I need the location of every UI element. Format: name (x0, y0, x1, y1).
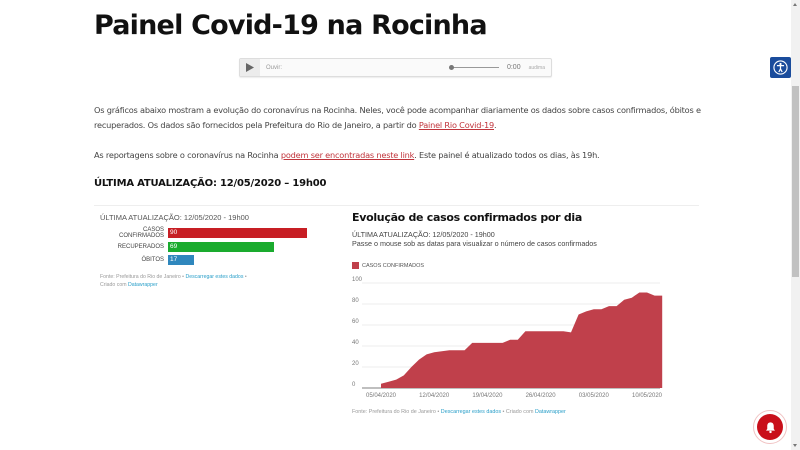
confirmed-cases-area[interactable] (381, 292, 663, 388)
bar-obitos: 17 (168, 255, 194, 265)
y-tick-label: 80 (352, 298, 359, 304)
datawrapper-link[interactable]: Datawrapper (127, 282, 158, 288)
y-tick-label: 0 (352, 382, 356, 388)
bar-chart-source: Fonte: Prefeitura do Rio de Janeiro • De… (100, 273, 330, 289)
last-update-heading: ÚLTIMA ATUALIZAÇÃO: 12/05/2020 – 19h00 (94, 178, 327, 189)
bar-label: CASOS CONFIRMADOS (119, 227, 164, 239)
y-tick-label: 40 (352, 340, 359, 346)
page-scrollbar[interactable] (791, 0, 800, 450)
intro-end: . (494, 120, 497, 130)
play-icon (246, 63, 254, 72)
play-button[interactable] (240, 59, 260, 76)
y-tick-label: 100 (352, 277, 363, 283)
x-tick-label[interactable]: 19/04/2020 (472, 393, 503, 399)
reports-link[interactable]: podem ser encontradas neste link (280, 150, 415, 160)
y-tick-label: 20 (352, 361, 359, 367)
intro-text: Os gráficos abaixo mostram a evolução do… (94, 105, 701, 130)
x-tick-label[interactable]: 12/04/2020 (419, 393, 450, 399)
area-chart-header: Evolução de casos confirmados por dia ÚL… (352, 211, 672, 248)
scrollbar-thumb[interactable] (792, 86, 799, 277)
x-tick-label[interactable]: 05/04/2020 (366, 393, 397, 399)
audio-brand[interactable]: audima (528, 64, 545, 71)
summary-bar-chart: ÚLTIMA ATUALIZAÇÃO: 12/05/2020 - 19h00 C… (100, 213, 330, 289)
legend-label: CASOS CONFIRMADOS (362, 262, 425, 269)
bar-confirmados: 90 (168, 228, 307, 238)
area-chart[interactable]: 0 20 40 60 80 100 05/04/2020 12/04/2020 19/04/20… (340, 275, 670, 405)
notifications-button[interactable] (753, 410, 787, 444)
download-data-link[interactable]: Descarregar estes dados (440, 409, 502, 415)
area-chart-source: Fonte: Prefeitura do Rio de Janeiro • De… (352, 409, 566, 415)
source-text: Fonte: Prefeitura do Rio de Janeiro • (352, 409, 441, 415)
divider (94, 205, 699, 206)
datawrapper-link[interactable]: Datawrapper (534, 409, 566, 415)
area-chart-legend: CASOS CONFIRMADOS (352, 262, 424, 269)
area-chart-subtitle: ÚLTIMA ATUALIZAÇÃO: 12/05/2020 - 19h00 P… (352, 230, 672, 248)
audio-progress-slider[interactable] (448, 65, 499, 70)
x-tick-label[interactable]: 03/05/2020 (579, 393, 610, 399)
audio-label: Ouvir: (266, 64, 283, 71)
reports-end: . Este painel é atualizado todos os dias… (414, 150, 600, 160)
scroll-down-arrow[interactable] (793, 444, 797, 447)
created-with-text: Criado com (100, 282, 128, 288)
bar-chart-subtitle: ÚLTIMA ATUALIZAÇÃO: 12/05/2020 - 19h00 (100, 213, 249, 222)
bar-recuperados: 69 (168, 241, 274, 252)
accessibility-icon (773, 60, 788, 75)
painel-rio-link[interactable]: Painel Rio Covid-19 (418, 120, 494, 130)
bell-icon (765, 421, 775, 433)
y-tick-label: 60 (352, 319, 359, 325)
download-data-link[interactable]: Descarregar estes dados (185, 274, 244, 280)
audio-time: 0:00 (506, 64, 521, 71)
area-chart-title: Evolução de casos confirmados por dia (352, 211, 582, 224)
bar-label: ÓBITOS (141, 257, 164, 263)
area-chart-hint: Passe o mouse sob as datas para visualiz… (352, 239, 597, 248)
bar-row-obitos: ÓBITOS 17 (100, 254, 330, 266)
intro-paragraph: Os gráficos abaixo mostram a evolução do… (94, 103, 704, 133)
audio-progress-knob[interactable] (448, 65, 454, 70)
source-text: Fonte: Prefeitura do Rio de Janeiro • (100, 274, 186, 280)
scroll-up-arrow[interactable] (793, 3, 797, 6)
created-with-text: • Criado com (501, 409, 535, 415)
area-chart-update: ÚLTIMA ATUALIZAÇÃO: 12/05/2020 - 19h00 (352, 230, 495, 239)
bar-row-recuperados: RECUPERADOS 69 (100, 241, 330, 253)
legend-swatch (352, 262, 359, 269)
bar-label: RECUPERADOS (117, 243, 164, 250)
reports-paragraph: As reportagens sobre o coronavírus na Ro… (94, 148, 704, 163)
audio-player[interactable]: Ouvir: 0:00 audima (239, 58, 552, 77)
bar-row-confirmados: CASOS CONFIRMADOS 90 (100, 227, 330, 239)
reports-text: As reportagens sobre o coronavírus na Ro… (94, 150, 281, 160)
source-separator: • (243, 274, 247, 280)
x-tick-label[interactable]: 10/05/2020 (632, 393, 663, 399)
x-tick-label[interactable]: 26/04/2020 (526, 393, 557, 399)
accessibility-button[interactable] (770, 57, 791, 78)
page-title: Painel Covid-19 na Rocinha (94, 10, 488, 41)
